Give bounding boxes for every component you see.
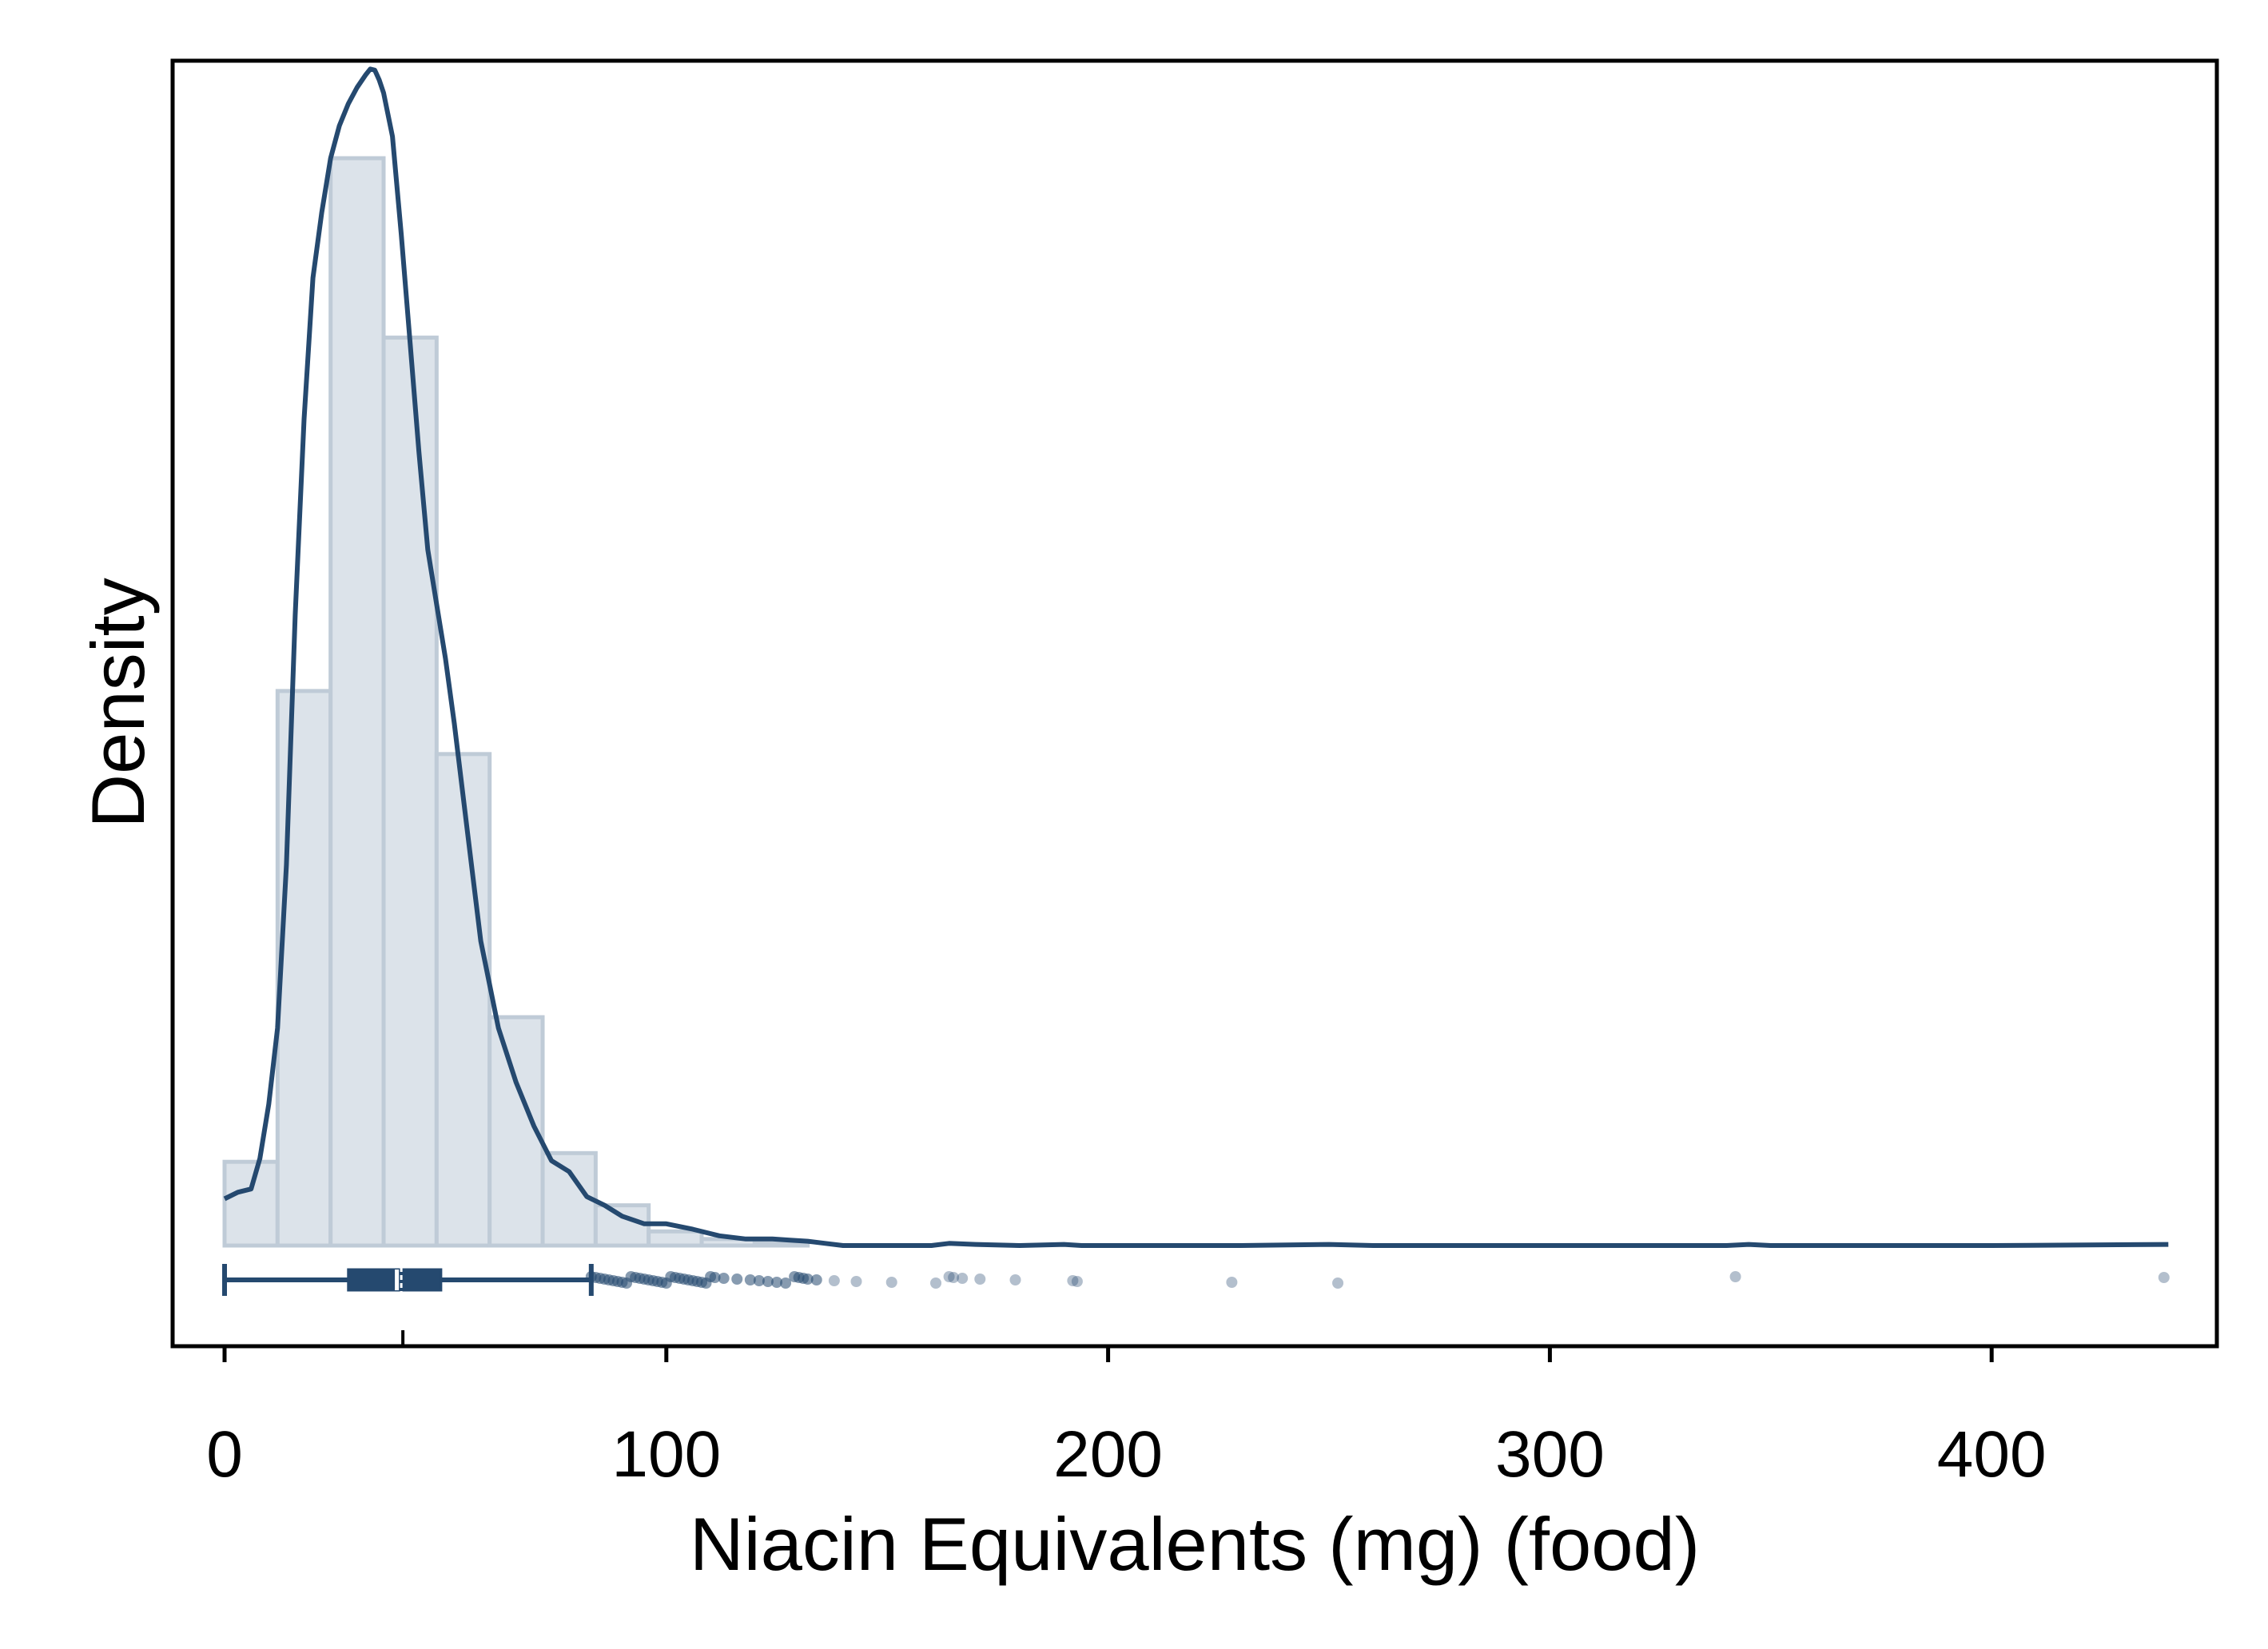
outlier-point (1226, 1277, 1238, 1288)
outlier-point (718, 1273, 730, 1284)
plot-frame (170, 58, 2219, 1349)
x-axis-title: Niacin Equivalents (mg) (food) (690, 1502, 1700, 1586)
outlier-points (585, 1271, 2170, 1289)
outlier-point (850, 1276, 862, 1287)
histogram-bar (752, 1240, 810, 1248)
outlier-point (810, 1274, 822, 1285)
outlier-point (731, 1274, 743, 1285)
y-axis-title: Density (76, 578, 160, 828)
outlier-point (957, 1273, 969, 1284)
outlier-point (885, 1277, 897, 1288)
outlier-point (762, 1276, 774, 1287)
outlier-point (2158, 1272, 2170, 1283)
outlier-point (1729, 1271, 1741, 1282)
x-axis: 0 100 200 300 400 (206, 1330, 2047, 1491)
outlier-point (1071, 1276, 1083, 1287)
outlier-point (828, 1275, 840, 1286)
x-tick-label: 0 (206, 1418, 243, 1491)
outlier-point (930, 1277, 942, 1289)
outlier-point (709, 1272, 721, 1283)
histogram-bars (222, 156, 810, 1248)
histogram-bar (487, 1015, 545, 1248)
x-tick-label: 400 (1937, 1418, 2047, 1491)
x-tick-label: 200 (1053, 1418, 1163, 1491)
x-tick-label: 300 (1495, 1418, 1605, 1491)
outlier-point (1067, 1275, 1079, 1286)
outlier-point (780, 1277, 792, 1289)
histogram-bar (647, 1229, 704, 1248)
density-curve (223, 66, 2169, 1248)
outlier-point (948, 1272, 960, 1283)
histogram-bar (434, 752, 492, 1248)
histogram-bar (328, 156, 386, 1248)
outlier-point (1009, 1274, 1021, 1285)
outlier-point (753, 1275, 765, 1286)
histogram-bar (381, 336, 439, 1248)
histogram-bar (275, 689, 333, 1248)
outlier-point (744, 1274, 756, 1285)
outlier-point (771, 1277, 782, 1288)
outlier-point (974, 1274, 986, 1285)
interquartile-box (347, 1268, 443, 1292)
histogram-bar (222, 1159, 280, 1248)
outlier-point (802, 1274, 814, 1285)
outlier-point (943, 1271, 955, 1282)
box-plot (222, 1264, 594, 1296)
histogram-bar (593, 1203, 651, 1248)
outlier-point (1332, 1277, 1344, 1289)
x-tick-label: 100 (611, 1418, 721, 1491)
